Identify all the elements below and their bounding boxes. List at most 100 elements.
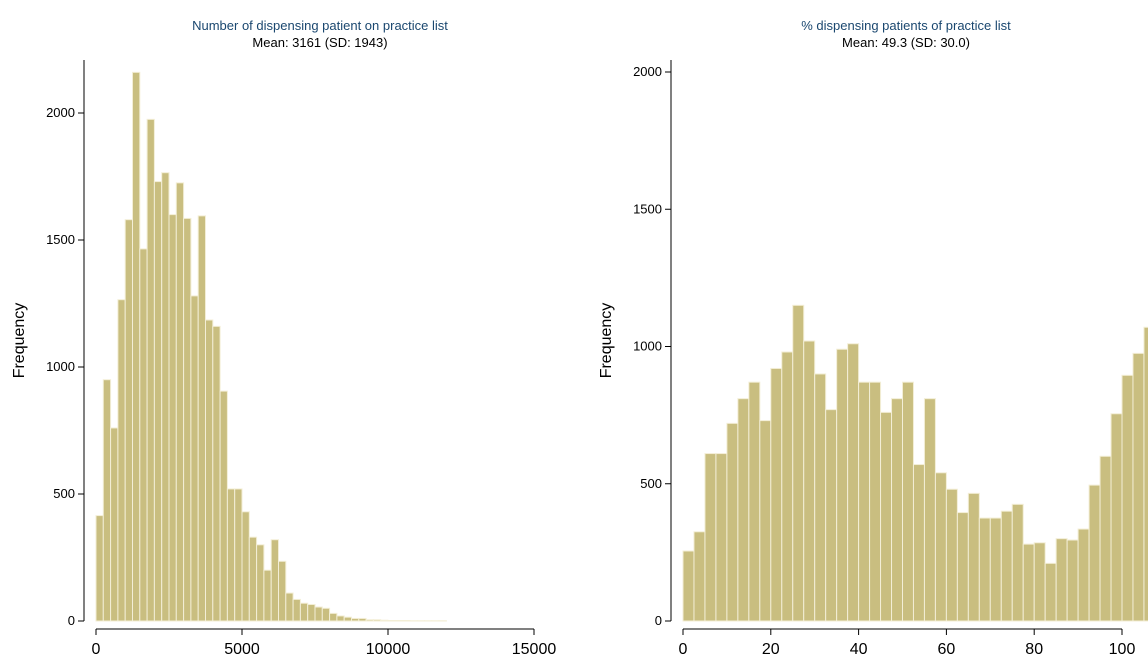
histogram-bar [1122,375,1133,621]
histogram-bar [705,454,716,621]
histogram-bar [848,344,859,621]
histogram-bar [227,489,234,621]
x-tick-label: 60 [938,641,956,658]
histogram-bar [771,368,782,621]
histogram-bar [727,423,738,621]
histogram-bar [826,410,837,621]
histogram-bar [308,604,315,621]
histogram-bar [1100,456,1111,621]
x-tick-label: 0 [679,641,688,658]
histogram-bar [264,570,271,621]
y-tick-label: 0 [68,613,75,628]
x-tick-label: 40 [850,641,868,658]
histogram-bar [286,593,293,621]
histogram-bar [118,300,125,621]
histogram-bar [300,603,307,621]
histogram-bar [96,516,103,621]
y-tick-label: 2000 [46,105,75,120]
histogram-bar [140,249,147,621]
y-tick-label: 1000 [46,359,75,374]
histogram-bar [793,305,804,621]
histogram-bar [198,216,205,621]
histogram-bar [315,607,322,621]
x-tick-label: 10000 [366,641,411,658]
y-tick-label: 2000 [633,64,662,79]
histogram-bar [892,399,903,621]
histogram-bar [220,391,227,621]
chart-panel-1: Number of dispensing patient on practice… [11,18,556,658]
histogram-bar [1111,414,1122,621]
chart-title: % dispensing patients of practice list [801,18,1011,33]
histogram-bar [782,352,793,621]
histogram-bar [935,473,946,621]
x-tick-label: 0 [92,641,101,658]
y-tick-label: 1500 [633,201,662,216]
histogram-bar [694,532,705,621]
histogram-bar [683,551,694,621]
histogram-bar [206,320,213,621]
histogram-bar [352,618,359,621]
histogram-bar [1067,540,1078,621]
histogram-bar [804,341,815,621]
histogram-bar [154,182,161,621]
chart-subtitle: Mean: 49.3 (SD: 30.0) [842,35,970,50]
histogram-bar [859,382,870,621]
histogram-bar [111,428,118,621]
histogram-bar [373,620,380,621]
y-tick-label: 1500 [46,232,75,247]
histogram-bar [738,399,749,621]
histogram-bar [1034,543,1045,621]
histogram-bar [213,326,220,621]
histogram-bar [870,382,881,621]
histogram-bar [242,512,249,621]
y-tick-label: 0 [655,613,662,628]
histogram-bar [293,599,300,621]
histogram-bar [403,620,410,621]
histogram-bars [683,94,1148,621]
histogram-bar [184,218,191,621]
histogram-bar [1001,511,1012,621]
histogram-bar [1078,529,1089,621]
histogram-bar [957,513,968,621]
histogram-bar [322,608,329,621]
histogram-bar [881,412,892,621]
histogram-bar [1144,327,1148,621]
histogram-bar [968,493,979,621]
histogram-bar [235,489,242,621]
histogram-bar [924,399,935,621]
histogram-bar [716,454,727,621]
histogram-bar [1012,504,1023,621]
histogram-bar [366,620,373,621]
histogram-bar [359,618,366,621]
histogram-bar [903,382,914,621]
histogram-bar [381,620,388,621]
x-tick-label: 100 [1109,641,1136,658]
histogram-bar [271,540,278,621]
histogram-bar [1133,353,1144,621]
x-tick-label: 5000 [224,641,260,658]
histogram-bar [344,617,351,621]
histogram-bar [946,489,957,621]
histogram-bar [979,518,990,621]
histogram-bar [162,173,169,621]
histogram-bar [913,465,924,621]
histogram-bar [191,296,198,621]
histogram-bar [1023,544,1034,621]
chart-panel-2: % dispensing patients of practice list Me… [598,18,1148,658]
x-tick-label: 20 [762,641,780,658]
histogram-bar [388,620,395,621]
histogram-bar [815,374,826,621]
histogram-bar [125,220,132,621]
chart-title: Number of dispensing patient on practice… [192,18,448,33]
y-tick-label: 1000 [633,339,662,354]
histogram-bar [279,561,286,621]
histogram-bar [1089,485,1100,621]
x-tick-label: 15000 [512,641,557,658]
histogram-bar [1045,563,1056,621]
y-tick-label: 500 [53,486,75,501]
y-axis-title: Frequency [598,303,615,379]
histogram-bar [1056,539,1067,621]
chart-subtitle: Mean: 3161 (SD: 1943) [252,35,387,50]
